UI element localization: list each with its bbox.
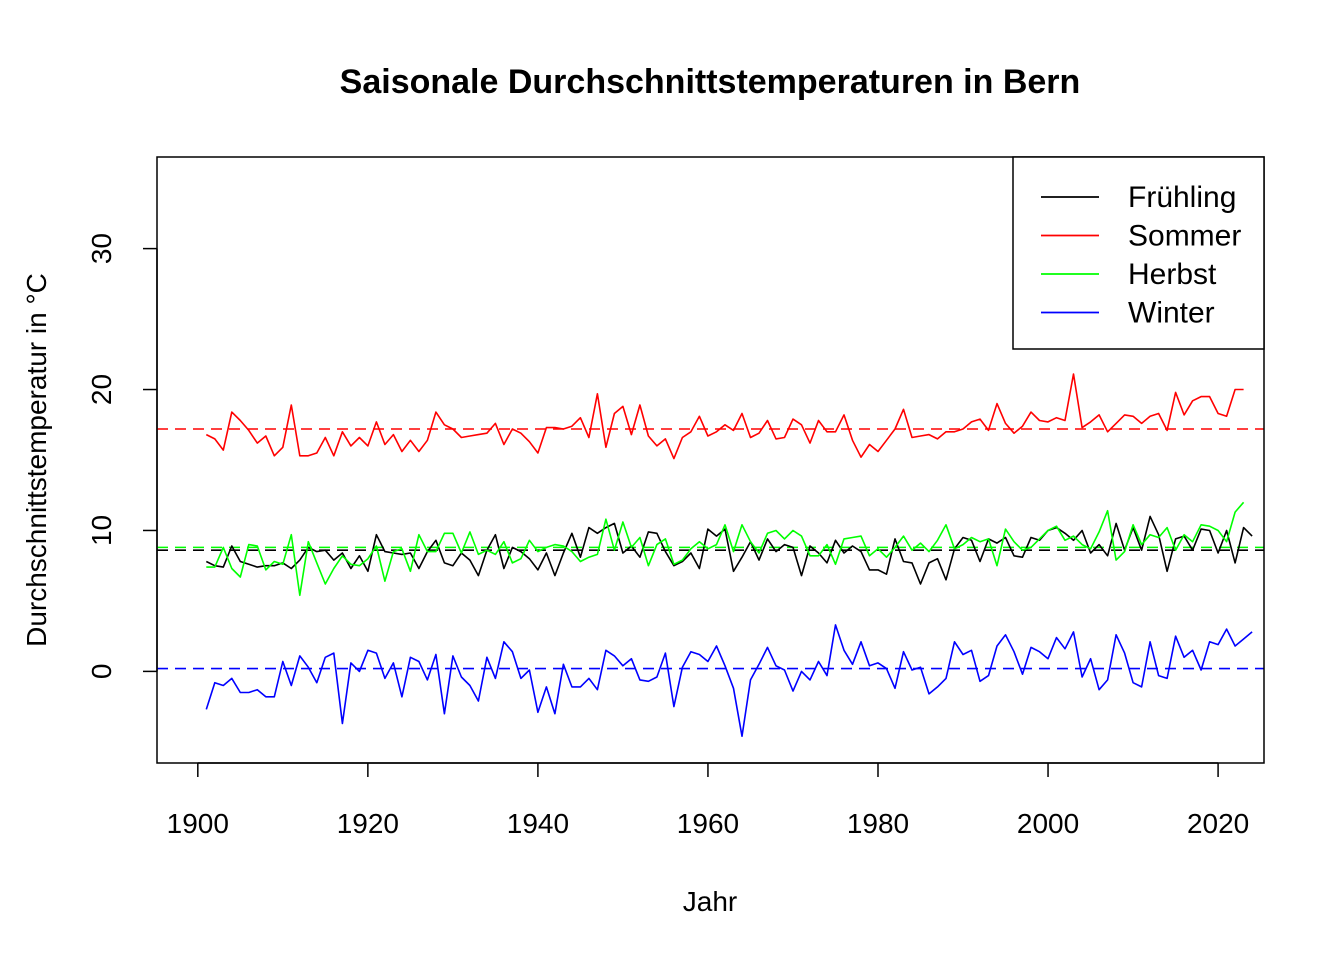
legend-label: Herbst bbox=[1128, 258, 1217, 291]
y-tick-label: 30 bbox=[86, 233, 117, 264]
series-lines bbox=[205, 373, 1253, 738]
y-axis: 0 10 20 30 bbox=[86, 233, 158, 680]
series-line-frühling bbox=[205, 515, 1253, 585]
x-tick-label: 1960 bbox=[677, 808, 739, 839]
legend: Frühling Sommer Herbst Winter bbox=[1012, 156, 1265, 350]
x-axis: 1900 1920 1940 1960 1980 2000 2020 bbox=[167, 762, 1249, 839]
x-tick-label: 1900 bbox=[167, 808, 229, 839]
mean-lines bbox=[157, 428, 1264, 670]
x-tick-label: 1980 bbox=[847, 808, 909, 839]
legend-label: Sommer bbox=[1128, 220, 1241, 253]
y-tick-label: 20 bbox=[86, 374, 117, 405]
series-line-herbst bbox=[206, 501, 1245, 597]
y-axis-label: Durchschnittstemperatur in °C bbox=[21, 273, 52, 647]
legend-label: Winter bbox=[1128, 297, 1215, 330]
x-axis-label: Jahr bbox=[683, 886, 737, 917]
chart-title: Saisonale Durchschnittstemperaturen in B… bbox=[340, 63, 1081, 101]
legend-label: Frühling bbox=[1128, 181, 1236, 214]
x-tick-label: 1940 bbox=[507, 808, 569, 839]
plot-frame bbox=[156, 156, 1265, 764]
y-tick-label: 0 bbox=[86, 664, 117, 680]
x-tick-label: 2000 bbox=[1017, 808, 1079, 839]
y-tick-label: 10 bbox=[86, 515, 117, 546]
series-line-winter bbox=[205, 624, 1253, 738]
series-line-sommer bbox=[205, 373, 1244, 460]
x-tick-label: 2020 bbox=[1187, 808, 1249, 839]
x-tick-label: 1920 bbox=[337, 808, 399, 839]
legend-box bbox=[1012, 156, 1265, 350]
